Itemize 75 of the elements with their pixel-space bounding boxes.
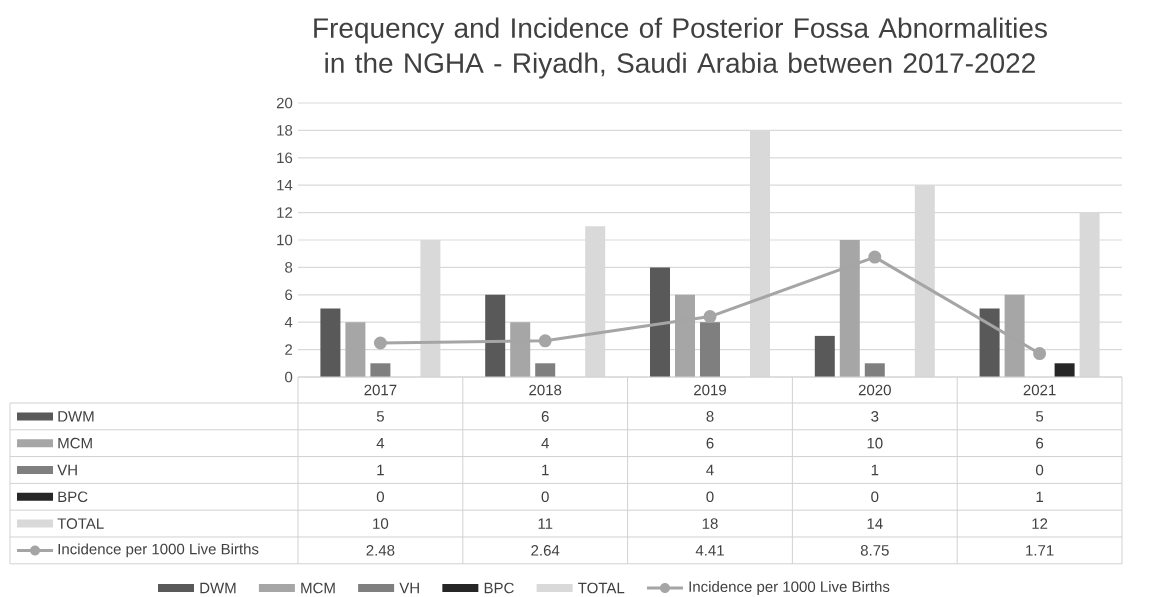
y-tick-label: 12: [277, 207, 293, 218]
chart-title: Frequency and Incidence of Posterior Fossa Abnormalities in the NGHA - Riyadh, Saudi Arabia between 2017-2022: [314, 17, 1047, 79]
data-label: 4: [706, 464, 714, 476]
y-tick-label: 0: [285, 371, 293, 383]
text: Incidence per 1000 Live Births: [689, 580, 890, 595]
legend-label: TOTAL: [578, 582, 625, 594]
point: [373, 336, 387, 350]
legend-label: Incidence per 1000 Live Births: [58, 543, 259, 558]
bar: [535, 363, 556, 377]
bar: [650, 267, 670, 377]
text: MCM: [58, 437, 92, 449]
data-label: 0: [541, 491, 549, 503]
legend-label: BPC: [484, 582, 514, 594]
point: [1033, 347, 1047, 361]
legend-label: DWM: [200, 582, 236, 594]
text: DWM: [58, 411, 94, 422]
data-label: 6: [541, 411, 549, 422]
bar: [320, 308, 341, 377]
data-label: 4: [541, 438, 549, 449]
data-label: 1: [542, 464, 549, 476]
bar: [814, 335, 835, 377]
data-label: 10: [373, 518, 389, 529]
text: BPC: [58, 491, 88, 503]
data-label: 2.64: [531, 545, 560, 556]
y-tick-label: 14: [277, 180, 293, 191]
data-label: 11: [538, 518, 553, 529]
x-tick-label: 2019: [694, 384, 726, 396]
data-label: 2.48: [366, 545, 395, 556]
data-label: 8: [706, 411, 714, 422]
legend-label: MCM: [301, 582, 335, 594]
bar: [485, 294, 506, 377]
y-tick-label: 20: [276, 97, 293, 109]
y-tick-label: 2: [285, 344, 293, 355]
text: TOTAL: [57, 518, 104, 529]
bar: [1054, 363, 1075, 377]
bar: [979, 308, 1000, 377]
y-tick-label: 6: [285, 289, 293, 301]
data-label: 10: [867, 437, 883, 449]
data-label: 14: [867, 518, 883, 529]
data-label: 1.71: [1026, 545, 1054, 556]
data-label: 12: [1032, 518, 1048, 529]
y-tick-label: 10: [277, 234, 293, 246]
text: VH: [57, 464, 77, 476]
x-tick-label: 2018: [529, 384, 562, 396]
data-label: 0: [706, 491, 714, 503]
data-label: 5: [1036, 411, 1044, 422]
point: [538, 334, 552, 348]
data-label: 18: [702, 518, 718, 529]
data-label: 1: [377, 464, 384, 476]
data-label: 1: [1036, 491, 1044, 502]
data-label: 0: [1036, 464, 1044, 476]
data-label: 4: [376, 438, 385, 449]
point: [868, 250, 882, 264]
data-label: 8.75: [860, 545, 889, 556]
data-label: 6: [1036, 437, 1044, 449]
x-tick-label: 2017: [364, 384, 397, 396]
x-tick-label: 2020: [858, 384, 891, 396]
data-label: 5: [376, 411, 384, 422]
y-tick-label: 18: [277, 125, 293, 136]
legend-label: VH: [399, 582, 419, 594]
y-tick-label: 16: [277, 152, 293, 164]
bar: [370, 363, 391, 377]
data-label: 0: [871, 491, 879, 503]
data-label: 3: [871, 411, 879, 422]
point: [703, 310, 717, 324]
x-tick-label: 2021: [1023, 384, 1056, 396]
data-label: 6: [706, 437, 714, 449]
bar: [700, 322, 720, 377]
bar: [864, 363, 885, 377]
y-tick-label: 8: [285, 262, 293, 273]
data-label: 0: [376, 491, 384, 503]
data-label: 4.41: [695, 545, 724, 556]
y-tick-label: 4: [284, 317, 293, 328]
bar: [345, 322, 366, 377]
data-label: 1: [871, 464, 879, 476]
